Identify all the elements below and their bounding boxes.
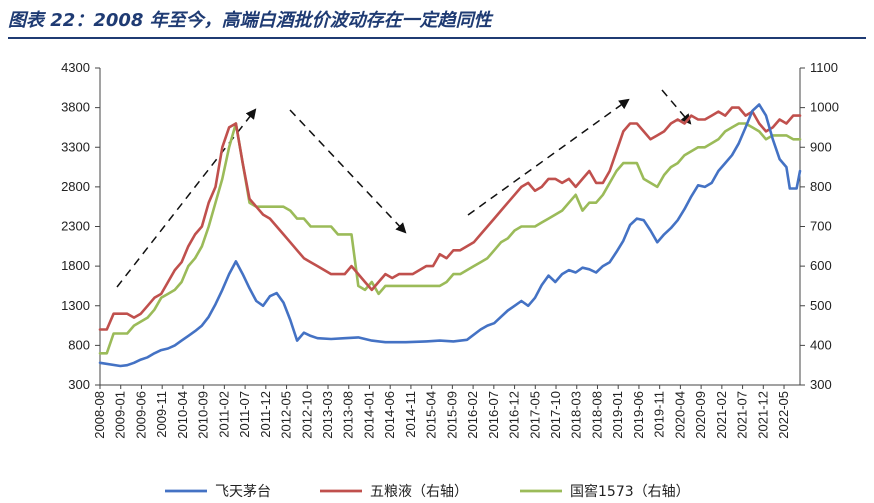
chart-axes: 300 800 1300 1800 2300 2800 3300 3800 4300 300 400… bbox=[61, 60, 839, 392]
left-axis-tick-label: 800 bbox=[68, 337, 90, 352]
x-axis-tick-label: 2010-09 bbox=[196, 391, 211, 439]
right-axis-tick-label: 300 bbox=[810, 377, 832, 392]
left-axis-tick-label: 300 bbox=[68, 377, 90, 392]
x-axis-tick-label: 2016-12 bbox=[507, 391, 522, 439]
x-axis-tick-label: 2012-10 bbox=[299, 391, 314, 439]
x-axis-tick-label: 2010-04 bbox=[175, 391, 190, 439]
x-axis-tick-label: 2020-09 bbox=[693, 391, 708, 439]
x-axis-tick-label: 2009-01 bbox=[113, 391, 128, 439]
left-axis-tick-label: 3800 bbox=[61, 100, 90, 115]
series-line-1 bbox=[98, 106, 802, 331]
x-axis-tick-label: 2021-12 bbox=[755, 391, 770, 439]
left-axis-tick-label: 2800 bbox=[61, 179, 90, 194]
x-axis-tick-label: 2017-10 bbox=[548, 391, 563, 439]
left-axis-tick-label: 1300 bbox=[61, 298, 90, 313]
trend-arrow bbox=[467, 98, 630, 216]
x-axis-tick-label: 2020-04 bbox=[672, 391, 687, 439]
x-axis-tick-label: 2019-06 bbox=[631, 391, 646, 439]
left-axis-tick-label: 4300 bbox=[61, 60, 90, 75]
legend: 飞天茅台 五粮液（右轴） 国窖1573（右轴） bbox=[165, 483, 690, 500]
left-axis-tick-label: 2300 bbox=[61, 219, 90, 234]
x-axis-tick-label: 2012-05 bbox=[279, 391, 294, 439]
right-axis-tick-label: 700 bbox=[810, 219, 832, 234]
trend-arrow bbox=[661, 89, 692, 125]
x-axis-tick-label: 2014-11 bbox=[403, 391, 418, 438]
x-axis-tick-label: 2021-02 bbox=[714, 391, 729, 439]
x-axis-tick-label: 2009-11 bbox=[154, 391, 169, 438]
x-axis-tick-label: 2017-05 bbox=[527, 391, 542, 439]
x-axis-ticks: 2008-08 2009-01 2009-06 2009-11 2010-04 2010-… bbox=[92, 385, 791, 439]
x-axis-tick-label: 2015-04 bbox=[424, 391, 439, 439]
x-axis-tick-label: 2015-09 bbox=[444, 391, 459, 439]
x-axis-tick-label: 2019-11 bbox=[652, 391, 667, 438]
left-axis-tick-label: 1800 bbox=[61, 258, 90, 273]
series-line-2 bbox=[98, 122, 802, 355]
x-axis-tick-label: 2016-02 bbox=[465, 391, 480, 439]
trend-arrow bbox=[289, 109, 407, 234]
x-axis-tick-label: 2008-08 bbox=[92, 391, 107, 439]
trend-arrows bbox=[116, 89, 692, 288]
right-axis-tick-label: 800 bbox=[810, 179, 832, 194]
title-divider bbox=[8, 37, 866, 39]
right-axis-tick-label: 400 bbox=[810, 337, 832, 352]
x-axis-tick-label: 2022-05 bbox=[776, 391, 791, 439]
x-axis-tick-label: 2019-01 bbox=[610, 391, 625, 439]
x-axis-tick-label: 2011-12 bbox=[258, 391, 273, 438]
x-axis-tick-label: 2018-03 bbox=[569, 391, 584, 439]
x-axis-tick-label: 2014-01 bbox=[361, 391, 376, 439]
right-axis-tick-label: 600 bbox=[810, 258, 832, 273]
right-axis-tick-label: 1100 bbox=[810, 60, 838, 75]
x-axis-tick-label: 2014-06 bbox=[382, 391, 397, 439]
x-axis-tick-label: 2013-08 bbox=[341, 391, 356, 439]
legend-label-2: 国窖1573（右轴） bbox=[570, 483, 690, 500]
right-axis-tick-label: 1000 bbox=[810, 100, 839, 115]
x-axis-tick-label: 2016-07 bbox=[486, 391, 501, 439]
x-axis-tick-label: 2011-02 bbox=[216, 391, 231, 438]
right-axis-tick-label: 500 bbox=[810, 298, 832, 313]
legend-label-0: 飞天茅台 bbox=[215, 484, 271, 500]
x-axis-tick-label: 2011-07 bbox=[237, 391, 252, 438]
x-axis-tick-label: 2018-08 bbox=[589, 391, 604, 439]
chart-title: 图表 22：2008 年至今，高端白酒批价波动存在一定趋同性 bbox=[8, 10, 492, 31]
x-axis-tick-label: 2013-03 bbox=[320, 391, 335, 439]
x-axis-tick-label: 2021-07 bbox=[735, 391, 750, 439]
legend-label-1: 五粮液（右轴） bbox=[370, 484, 468, 500]
left-axis-tick-label: 3300 bbox=[61, 139, 90, 154]
right-axis-tick-label: 900 bbox=[810, 139, 832, 154]
x-axis-tick-label: 2009-06 bbox=[133, 391, 148, 439]
series-line-0 bbox=[98, 103, 802, 368]
trend-arrow bbox=[116, 108, 257, 288]
series-lines bbox=[98, 103, 802, 368]
